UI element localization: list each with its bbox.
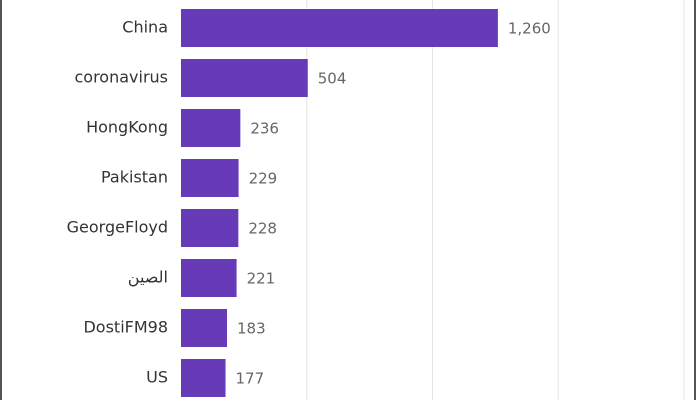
bar	[181, 59, 308, 97]
value-label: 183	[237, 320, 266, 338]
bars: China 1,260 coronavirus 504 HongKong 236 Pakis…	[67, 9, 551, 397]
category-label: China	[122, 18, 168, 37]
bar	[181, 159, 239, 197]
category-label: HongKong	[86, 118, 168, 137]
value-label: 221	[247, 270, 276, 288]
bar	[181, 309, 228, 347]
category-label: coronavirus	[74, 68, 168, 87]
category-label: الصين	[128, 268, 168, 288]
bar	[181, 9, 498, 47]
category-label: GeorgeFloyd	[67, 218, 168, 237]
category-label: US	[146, 368, 168, 387]
bar	[181, 109, 241, 147]
bar	[181, 259, 237, 297]
bar	[181, 209, 239, 247]
value-label: 229	[249, 170, 278, 188]
value-label: 228	[248, 220, 277, 238]
value-label: 504	[318, 70, 347, 88]
value-label: 177	[236, 370, 265, 388]
category-label: DostiFM98	[83, 318, 168, 337]
value-label: 236	[250, 120, 279, 138]
category-label: Pakistan	[101, 168, 168, 187]
value-label: 1,260	[508, 20, 551, 38]
bar	[181, 359, 226, 397]
